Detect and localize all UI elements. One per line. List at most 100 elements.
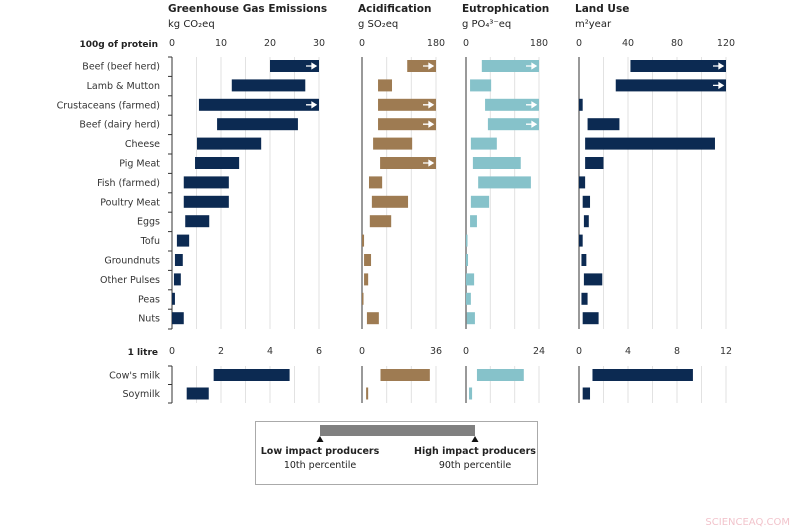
bar-beef-beef-herd- <box>481 60 539 72</box>
legend-bar <box>320 425 475 436</box>
triangle-up-icon <box>471 436 479 442</box>
bar-eggs <box>369 215 392 228</box>
bar-poultry-meat <box>183 195 229 208</box>
legend: Low impact producers 10th percentile High … <box>255 421 538 485</box>
arrow-right-icon <box>526 62 538 70</box>
arrow-right-icon <box>713 81 725 90</box>
bar-peas <box>362 292 364 305</box>
bar-tofu <box>579 234 583 247</box>
bar-peas <box>581 292 588 305</box>
bar-poultry-meat <box>582 195 591 208</box>
triangle-up-icon <box>316 436 324 442</box>
bar-eggs <box>185 215 210 228</box>
bar-cow-s-milk <box>592 369 693 381</box>
category-label: Beef (dairy herd) <box>79 120 160 131</box>
category-label: Beef (beef herd) <box>82 62 160 73</box>
bar-cow-s-milk <box>380 369 430 381</box>
bar-nuts <box>366 312 379 325</box>
tick-label: 0 <box>463 346 469 357</box>
bar-pig-meat <box>472 157 521 169</box>
panel-unit: kg CO₂eq <box>168 19 215 30</box>
bar-peas <box>172 292 175 305</box>
bar-poultry-meat <box>470 195 490 208</box>
arrow-right-icon <box>713 62 725 70</box>
bar-beef-dairy-herd- <box>587 118 620 131</box>
panel-unit: m²year <box>575 19 612 30</box>
bar-beef-beef-herd- <box>270 60 319 72</box>
bar-pig-meat <box>195 157 240 169</box>
tick-label: 8 <box>674 346 680 357</box>
arrow-right-icon <box>526 120 538 128</box>
bar-eggs <box>470 215 477 228</box>
category-label: Groundnuts <box>104 256 160 267</box>
bar-lamb-mutton <box>615 79 726 92</box>
tick-label: 0 <box>169 38 175 49</box>
tick-label: 120 <box>717 38 735 49</box>
bar-soymilk <box>469 387 473 400</box>
bar-cow-s-milk <box>213 369 290 381</box>
tick-label: 180 <box>427 38 445 49</box>
section-label: 100g of protein <box>79 40 158 50</box>
panel-title: Greenhouse Gas Emissions <box>168 3 327 15</box>
section-label: 1 litre <box>128 348 158 358</box>
tick-label: 6 <box>316 346 322 357</box>
category-label: Fish (farmed) <box>97 178 160 189</box>
tick-label: 24 <box>533 346 545 357</box>
tick-label: 0 <box>359 346 365 357</box>
category-label: Lamb & Mutton <box>87 81 160 92</box>
arrow-right-icon <box>423 62 435 70</box>
bar-beef-dairy-herd- <box>378 118 436 131</box>
bar-beef-dairy-herd- <box>217 118 298 131</box>
bar-groundnuts <box>174 254 183 266</box>
bar-other-pulses <box>173 273 181 286</box>
bar-tofu <box>362 234 365 247</box>
bar-soymilk <box>582 387 591 400</box>
arrow-right-icon <box>423 101 435 109</box>
category-label: Nuts <box>138 314 160 325</box>
bar-other-pulses <box>466 273 475 286</box>
tick-label: 0 <box>576 38 582 49</box>
tick-label: 80 <box>671 38 683 49</box>
panel-title: Land Use <box>575 3 629 15</box>
bar-groundnuts <box>466 254 469 266</box>
bar-cheese <box>373 137 413 150</box>
bar-cow-s-milk <box>476 369 524 381</box>
bar-pig-meat <box>585 157 604 169</box>
bar-peas <box>466 292 471 305</box>
bar-soymilk <box>186 387 209 400</box>
watermark: SCIENCEAQ.COM <box>705 517 790 528</box>
bar-groundnuts <box>364 254 372 266</box>
bar-lamb-mutton <box>231 79 306 92</box>
tick-label: 180 <box>530 38 548 49</box>
category-label: Peas <box>138 294 160 305</box>
legend-high-label: High impact producers <box>414 446 536 457</box>
tick-label: 2 <box>218 346 224 357</box>
bar-lamb-mutton <box>378 79 393 92</box>
bar-crustaceans-farmed- <box>579 98 583 111</box>
tick-label: 36 <box>430 346 442 357</box>
panel-title: Eutrophication <box>462 3 549 15</box>
panel-unit: g PO₄³⁻eq <box>462 19 511 30</box>
tick-label: 30 <box>313 38 325 49</box>
category-label: Pig Meat <box>119 159 160 170</box>
tick-label: 10 <box>215 38 227 49</box>
bar-pig-meat <box>380 157 436 169</box>
category-label: Tofu <box>140 236 160 247</box>
section-0: 100g of protein Beef (beef herd) Lamb & Mu… <box>57 3 735 330</box>
legend-high-sub: 90th percentile <box>439 460 512 471</box>
bar-cheese <box>470 137 497 150</box>
bar-soymilk <box>366 387 369 400</box>
bar-fish-farmed- <box>368 176 383 189</box>
arrow-right-icon <box>423 120 435 128</box>
arrow-right-icon <box>306 101 318 109</box>
bar-nuts <box>172 312 184 325</box>
tick-label: 12 <box>720 346 732 357</box>
bar-beef-dairy-herd- <box>487 118 539 131</box>
bar-fish-farmed- <box>579 176 586 189</box>
category-label: Cheese <box>125 139 160 150</box>
bar-other-pulses <box>364 273 369 286</box>
category-label: Cow's milk <box>109 371 160 382</box>
bar-crustaceans-farmed- <box>485 98 539 111</box>
